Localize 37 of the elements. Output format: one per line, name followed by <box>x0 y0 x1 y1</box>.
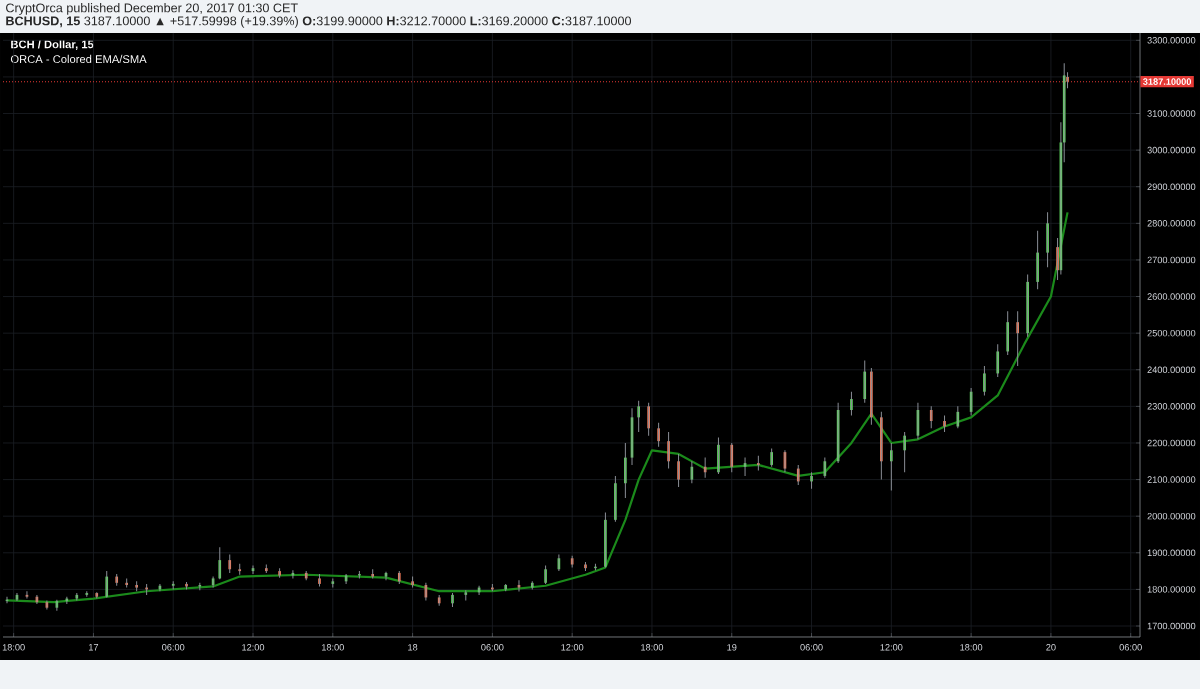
y-tick-label: 2800.00000 <box>1147 220 1196 227</box>
y-tick-label: 2200.00000 <box>1147 439 1196 447</box>
y-tick-label: 2500.00000 <box>1147 329 1196 337</box>
chart-title: CryptOrca published December 20, 2017 01:30 CET <box>6 3 298 15</box>
line-series <box>5 211 1069 604</box>
x-tick-label: 20 <box>1046 644 1056 651</box>
y-tick-label: 2600.00000 <box>1147 293 1196 300</box>
x-tick-label: 06:00 <box>800 644 823 651</box>
text: BCHUSD, 15 3187.10000 ▲ +517.59998 (+19.39%) O:3199.90000 H:3212.70000 L:3169.20000 C:3187.10000 <box>6 16 632 28</box>
x-tick-label: 12:00 <box>242 644 265 651</box>
y-tick-label: 2400.00000 <box>1147 366 1196 374</box>
x-tick-label: 17 <box>89 644 99 651</box>
y-tick-label: 2300.00000 <box>1147 403 1196 410</box>
y-tick-label: 1800.00000 <box>1147 586 1196 593</box>
y-tick-label: 3300.00000 <box>1147 37 1196 44</box>
x-tick-label: 18 <box>408 644 418 651</box>
ref-line-label: 3187.10000 <box>1143 78 1192 85</box>
x-tick-label: 06:00 <box>162 644 185 651</box>
x-tick-label: 12:00 <box>561 644 584 651</box>
x-tick-label: 06:00 <box>1119 644 1142 651</box>
x-tick-label: 18:00 <box>321 644 344 651</box>
y-tick-label: 3100.00000 <box>1147 110 1196 117</box>
annotation: ORCA - Colored EMA/SMA <box>10 54 147 64</box>
y-tick-label: 2100.00000 <box>1147 476 1196 483</box>
x-tick-label: 18:00 <box>960 644 983 651</box>
annotation: BCH / Dollar, 15 <box>11 40 94 50</box>
x-tick-label: 12:00 <box>880 644 903 651</box>
x-tick-label: 18:00 <box>2 644 25 651</box>
y-tick-label: 3000.00000 <box>1147 146 1196 154</box>
y-tick-label: 1900.00000 <box>1147 549 1196 557</box>
y-tick-label: 1700.00000 <box>1147 622 1196 630</box>
x-tick-label: 18:00 <box>641 644 664 651</box>
x-tick-label: 19 <box>727 644 737 651</box>
y-tick-label: 2000.00000 <box>1147 512 1196 520</box>
x-tick-label: 06:00 <box>481 644 504 651</box>
y-tick-label: 2900.00000 <box>1147 183 1196 190</box>
y-tick-label: 2700.00000 <box>1147 256 1196 264</box>
